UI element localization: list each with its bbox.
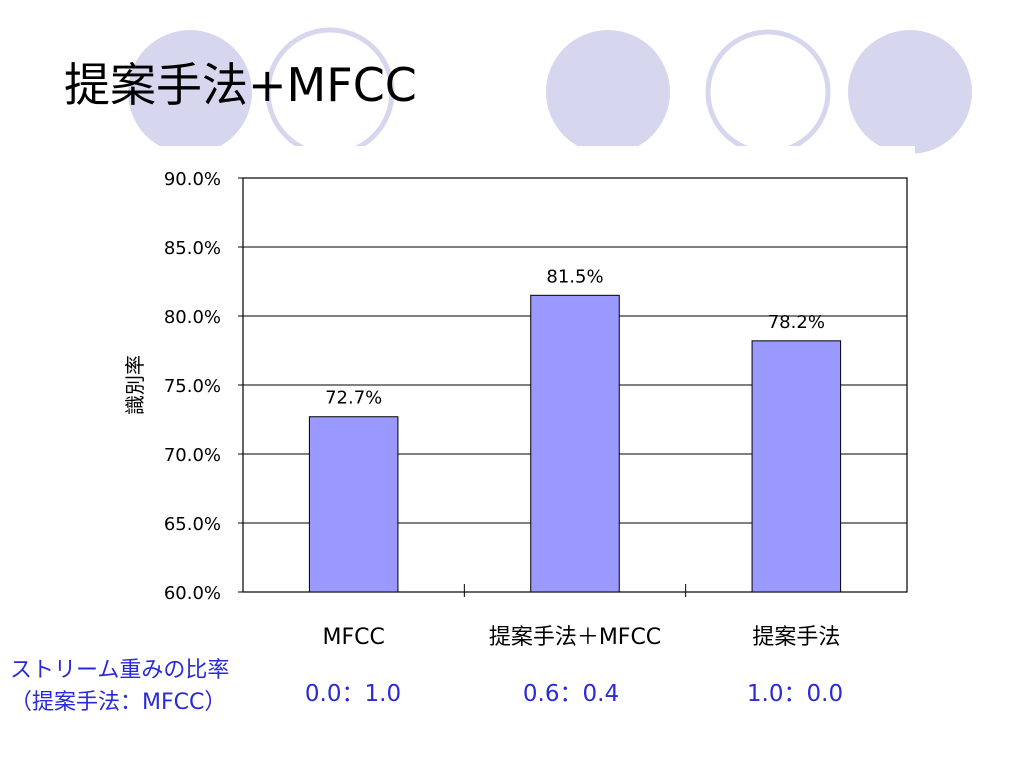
category-label: 提案手法＋MFCC bbox=[489, 625, 661, 650]
ratio-value-proposed: 1.0：0.0 bbox=[746, 681, 844, 707]
bar bbox=[308, 416, 399, 593]
data-label: 72.7% bbox=[325, 388, 382, 409]
data-label: 78.2% bbox=[768, 312, 825, 333]
y-axis-label: 識別率 bbox=[123, 355, 147, 415]
ratio-label-line2: （提案手法：MFCC） bbox=[10, 690, 227, 715]
slide-title: 提案手法+MFCC bbox=[64, 58, 417, 112]
category-labels: MFCC 提案手法＋MFCC 提案手法 bbox=[322, 625, 840, 650]
y-tick-label: 60.0% bbox=[164, 583, 221, 604]
y-tick-label: 65.0% bbox=[164, 514, 221, 535]
bars bbox=[308, 294, 842, 593]
stream-weight-ratio-label: ストリーム重みの比率 （提案手法：MFCC） bbox=[10, 655, 229, 719]
deco-circle-3 bbox=[546, 30, 670, 154]
category-label: MFCC bbox=[322, 625, 384, 650]
y-tick-label: 80.0% bbox=[164, 307, 221, 328]
ratio-value-mfcc: 0.0：1.0 bbox=[304, 681, 402, 707]
y-tick-label: 90.0% bbox=[164, 169, 221, 190]
y-tick-label: 85.0% bbox=[164, 238, 221, 259]
deco-circle-1 bbox=[128, 30, 252, 154]
x-tick-marks bbox=[463, 584, 687, 597]
y-tick-label: 70.0% bbox=[164, 445, 221, 466]
deco-mask bbox=[0, 146, 915, 160]
deco-circle-5 bbox=[848, 30, 972, 154]
data-label: 81.5% bbox=[546, 266, 603, 287]
bar bbox=[530, 294, 620, 593]
y-tick-labels: 60.0% 65.0% 70.0% 75.0% 80.0% 85.0% 90.0% bbox=[164, 169, 221, 604]
data-labels: 72.7% 81.5% 78.2% bbox=[325, 266, 825, 408]
decorative-circles bbox=[0, 27, 972, 160]
bar bbox=[751, 340, 842, 593]
y-tick-label: 75.0% bbox=[164, 376, 221, 397]
category-label: 提案手法 bbox=[752, 625, 840, 650]
ratio-label-line1: ストリーム重みの比率 bbox=[10, 658, 230, 683]
ratio-value-combined: 0.6：0.4 bbox=[522, 681, 620, 707]
